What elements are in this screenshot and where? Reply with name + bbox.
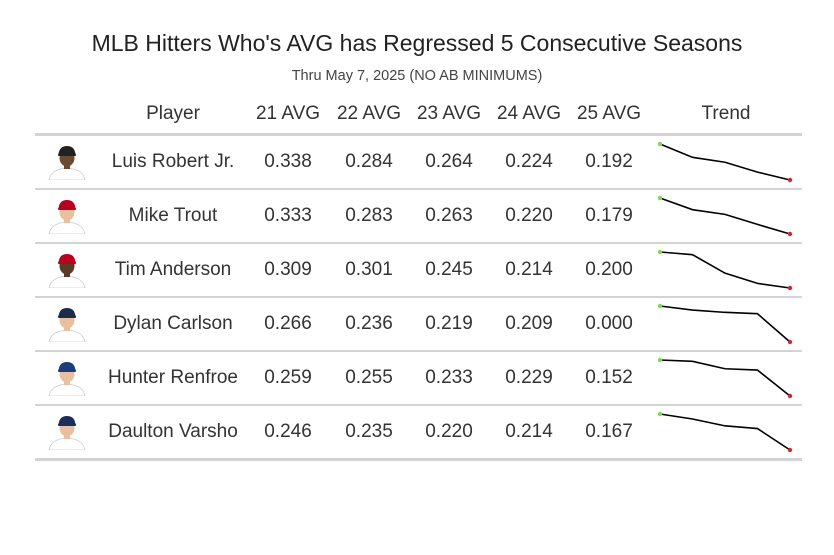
avg-cell: 0.209: [505, 313, 553, 334]
trend-start-point: [657, 357, 663, 363]
chart-title: MLB Hitters Who's AVG has Regressed 5 Co…: [91, 30, 743, 56]
trend-start-point: [657, 411, 663, 417]
trend-sparkline: [657, 195, 793, 237]
player-name: Tim Anderson: [114, 259, 232, 280]
avg-cell: 0.152: [585, 367, 633, 388]
trend-line: [659, 359, 791, 397]
avg-cell: 0.192: [585, 151, 633, 172]
avg-cell: 0.245: [425, 259, 473, 280]
avg-cell: 0.167: [585, 421, 633, 442]
avg-cell: 0.000: [585, 313, 633, 334]
avg-cell: 0.309: [264, 259, 312, 280]
table-row: Tim Anderson 0.309 0.301 0.245 0.214 0.200: [35, 244, 802, 298]
avg-cell: 0.224: [505, 151, 553, 172]
header-25-avg: 25 AVG: [576, 103, 642, 124]
chart-subtitle: Thru May 7, 2025 (NO AB MINIMUMS): [291, 68, 543, 84]
trend-sparkline: [657, 411, 793, 453]
header-23-avg: 23 AVG: [416, 103, 482, 124]
avg-cell: 0.263: [425, 205, 473, 226]
player-headshot: [48, 254, 86, 288]
trend-start-point: [657, 141, 663, 147]
table-row: Luis Robert Jr. 0.338 0.284 0.264 0.224 0.192: [35, 136, 802, 190]
avg-cell: 0.259: [264, 367, 312, 388]
header-trend: Trend: [701, 103, 751, 124]
avg-cell: 0.301: [345, 259, 393, 280]
avg-cell: 0.264: [425, 151, 473, 172]
trend-start-point: [657, 195, 663, 201]
avg-cell: 0.246: [264, 421, 312, 442]
trend-line: [659, 413, 791, 451]
avg-cell: 0.236: [345, 313, 393, 334]
table-row: Hunter Renfroe 0.259 0.255 0.233 0.229 0.152: [35, 352, 802, 406]
avg-cell: 0.255: [345, 367, 393, 388]
trend-end-point: [787, 393, 793, 399]
header-21-avg: 21 AVG: [255, 103, 321, 124]
avg-cell: 0.233: [425, 367, 473, 388]
avg-cell: 0.284: [345, 151, 393, 172]
player-name: Daulton Varsho: [108, 421, 238, 442]
avg-cell: 0.283: [345, 205, 393, 226]
avg-cell: 0.214: [505, 259, 553, 280]
avg-cell: 0.179: [585, 205, 633, 226]
stats-table: Player 21 AVG 22 AVG 23 AVG 24 AVG 25 AV…: [35, 97, 802, 461]
table-row: Mike Trout 0.333 0.283 0.263 0.220 0.179: [35, 190, 802, 244]
player-headshot: [48, 416, 86, 450]
header-24-avg: 24 AVG: [496, 103, 562, 124]
player-headshot: [48, 200, 86, 234]
player-headshot: [48, 146, 86, 180]
trend-end-point: [787, 231, 793, 237]
avg-cell: 0.229: [505, 367, 553, 388]
trend-end-point: [787, 339, 793, 345]
avg-cell: 0.266: [264, 313, 312, 334]
avg-cell: 0.333: [264, 205, 312, 226]
table-body: Luis Robert Jr. 0.338 0.284 0.264 0.224 0.192…: [35, 136, 802, 461]
trend-line: [659, 197, 791, 235]
table-row: Daulton Varsho 0.246 0.235 0.220 0.214 0.167: [35, 406, 802, 461]
trend-start-point: [657, 249, 663, 255]
trend-start-point: [657, 303, 663, 309]
player-name: Hunter Renfroe: [108, 367, 238, 388]
avg-cell: 0.220: [425, 421, 473, 442]
trend-end-point: [787, 447, 793, 453]
header-22-avg: 22 AVG: [336, 103, 402, 124]
trend-end-point: [787, 285, 793, 291]
avg-cell: 0.219: [425, 313, 473, 334]
header-player: Player: [146, 103, 200, 124]
avg-cell: 0.338: [264, 151, 312, 172]
trend-sparkline: [657, 141, 793, 183]
player-name: Luis Robert Jr.: [111, 151, 235, 172]
trend-sparkline: [657, 303, 793, 345]
trend-sparkline: [657, 357, 793, 399]
trend-line: [659, 305, 791, 343]
trend-line: [659, 251, 791, 289]
player-name: Mike Trout: [128, 205, 218, 226]
player-headshot: [48, 308, 86, 342]
trend-sparkline: [657, 249, 793, 291]
avg-cell: 0.200: [585, 259, 633, 280]
avg-cell: 0.214: [505, 421, 553, 442]
avg-cell: 0.220: [505, 205, 553, 226]
table-row: Dylan Carlson 0.266 0.236 0.219 0.209 0.000: [35, 298, 802, 352]
avg-cell: 0.235: [345, 421, 393, 442]
player-name: Dylan Carlson: [113, 313, 233, 334]
player-headshot: [48, 362, 86, 396]
header-row: Player 21 AVG 22 AVG 23 AVG 24 AVG 25 AV…: [35, 97, 802, 136]
trend-line: [659, 143, 791, 181]
trend-end-point: [787, 177, 793, 183]
